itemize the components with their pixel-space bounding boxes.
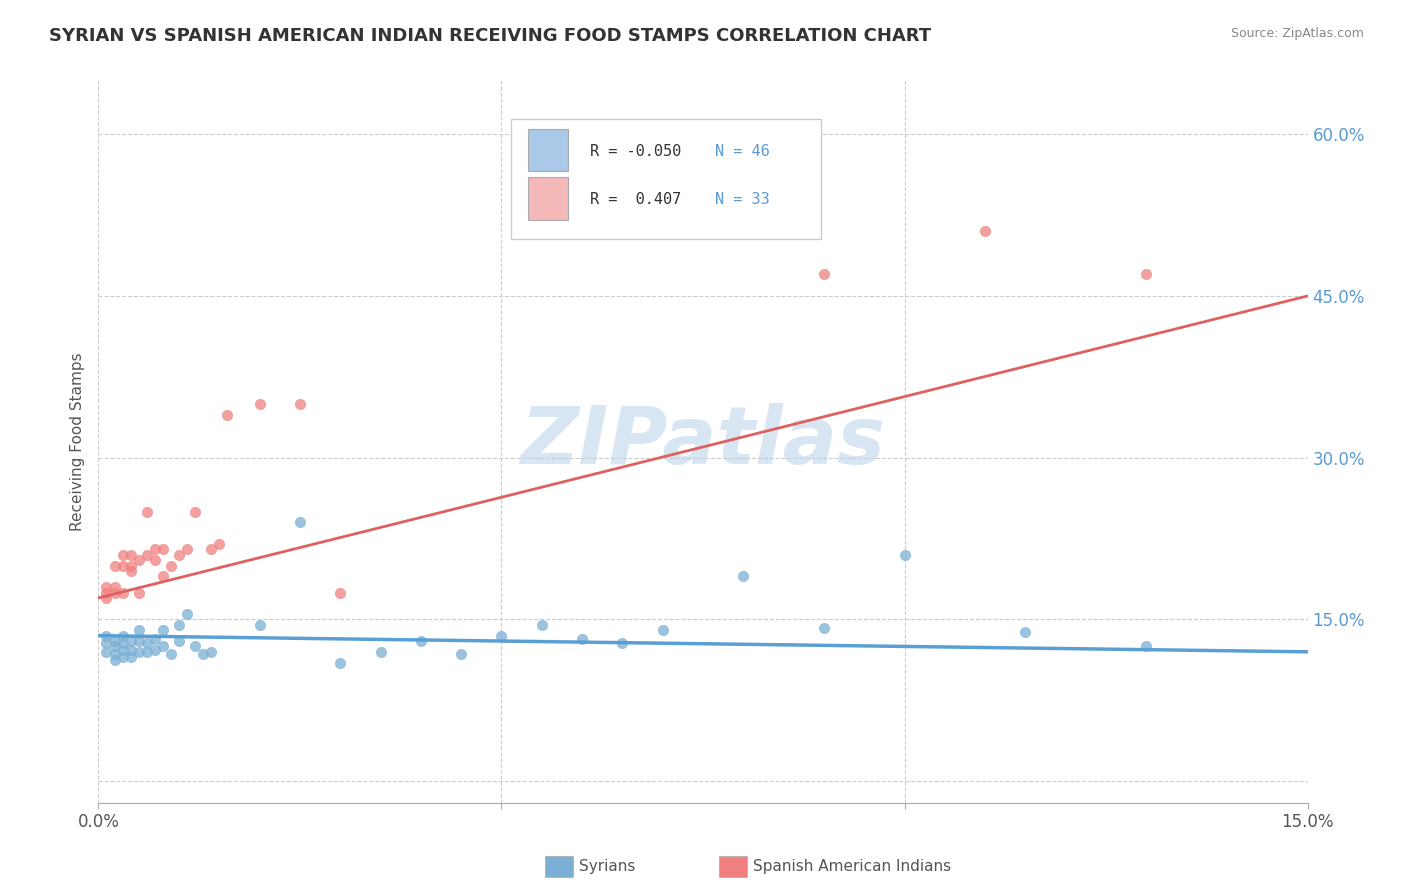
Point [329,656,352,670]
Text: R =  0.407: R = 0.407 [591,193,681,207]
Y-axis label: Receiving Food Stamps: Receiving Food Stamps [69,352,84,531]
Point [160,558,183,573]
Point [893,548,915,562]
Point [143,553,166,567]
Point [176,607,198,621]
Point [249,397,271,411]
Point [208,537,231,551]
Point [813,268,835,282]
Point [143,542,166,557]
Point [120,650,142,665]
Point [450,647,472,661]
Point [96,629,118,643]
Point [143,632,166,646]
Point [160,647,183,661]
Point [152,624,174,638]
Point [152,640,174,654]
Point [96,580,118,594]
Point [111,548,134,562]
Text: N = 46: N = 46 [716,145,770,159]
Point [120,634,142,648]
Point [491,629,513,643]
Point [96,645,118,659]
Point [813,621,835,635]
Point [135,636,157,650]
Point [128,634,150,648]
Point [111,642,134,657]
Point [103,647,125,661]
Point [96,585,118,599]
Text: SYRIAN VS SPANISH AMERICAN INDIAN RECEIVING FOOD STAMPS CORRELATION CHART: SYRIAN VS SPANISH AMERICAN INDIAN RECEIV… [49,27,931,45]
Point [135,505,157,519]
Point [96,636,118,650]
Point [103,640,125,654]
Point [249,618,271,632]
Text: Spanish American Indians: Spanish American Indians [754,859,950,874]
Point [135,645,157,659]
Point [143,642,166,657]
Point [167,548,190,562]
Point [184,640,207,654]
Text: N = 33: N = 33 [716,193,770,207]
Point [111,636,134,650]
Point [288,516,311,530]
Point [329,585,352,599]
Point [128,553,150,567]
Point [1135,268,1157,282]
Point [733,569,755,583]
Point [111,558,134,573]
Point [167,634,190,648]
Text: Source: ZipAtlas.com: Source: ZipAtlas.com [1230,27,1364,40]
Point [1014,625,1036,640]
Point [184,505,207,519]
Point [176,542,198,557]
Point [200,542,222,557]
Point [128,585,150,599]
Point [103,634,125,648]
Point [200,645,222,659]
Point [288,397,311,411]
Point [103,580,125,594]
Point [167,618,190,632]
Point [530,618,553,632]
Point [103,558,125,573]
Point [111,629,134,643]
Point [370,645,392,659]
Point [152,569,174,583]
Point [974,224,997,238]
Point [612,636,634,650]
Point [120,558,142,573]
Text: Syrians: Syrians [579,859,636,874]
Text: ZIPatlas: ZIPatlas [520,402,886,481]
Point [111,585,134,599]
Point [128,624,150,638]
Point [120,564,142,578]
Point [651,624,673,638]
Point [103,585,125,599]
Point [217,408,239,422]
Point [111,650,134,665]
Point [135,548,157,562]
Point [409,634,432,648]
Point [96,591,118,605]
Point [152,542,174,557]
Point [128,645,150,659]
Point [103,653,125,667]
Point [571,632,593,646]
Point [193,647,215,661]
Text: R = -0.050: R = -0.050 [591,145,681,159]
Point [1135,640,1157,654]
Point [120,548,142,562]
Point [120,642,142,657]
